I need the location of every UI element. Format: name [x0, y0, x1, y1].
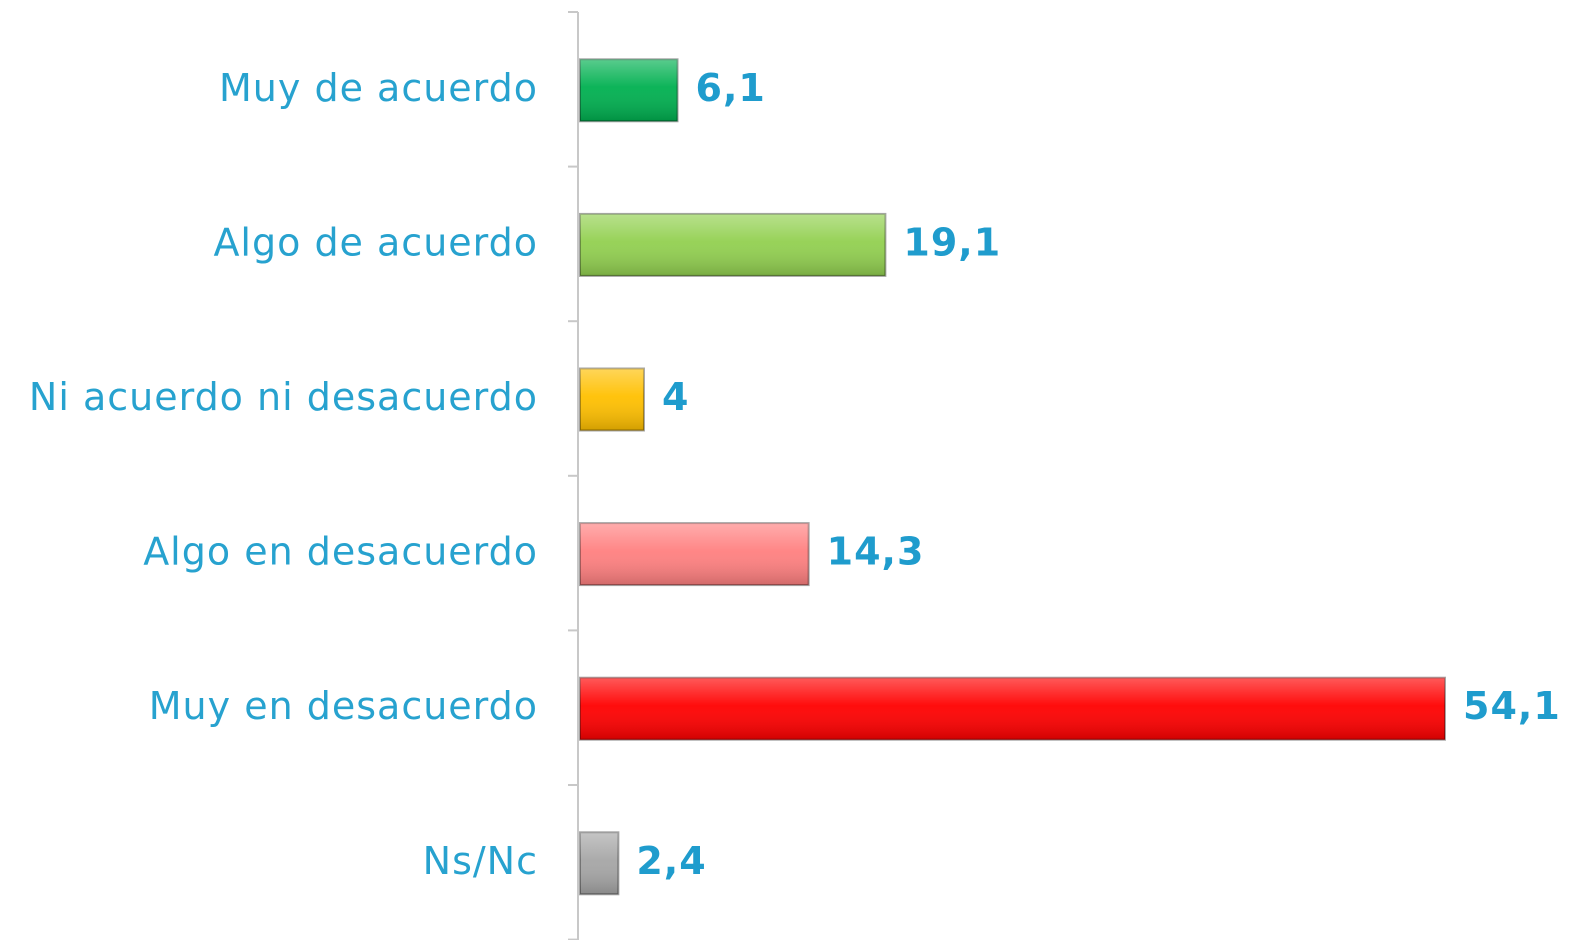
bar-shine [580, 677, 1445, 740]
category-label: Muy de acuerdo [219, 66, 538, 110]
value-label: 6,1 [696, 66, 766, 110]
value-label: 19,1 [903, 220, 1001, 264]
value-label: 2,4 [636, 839, 706, 883]
value-label: 4 [662, 375, 689, 419]
bar-shine [580, 213, 886, 276]
value-label: 14,3 [827, 530, 925, 574]
category-label: Ns/Nc [423, 839, 538, 883]
bar-shine [580, 59, 678, 122]
category-label: Muy en desacuerdo [149, 684, 538, 728]
category-label: Algo en desacuerdo [143, 530, 538, 574]
bar-shine [580, 832, 619, 895]
value-label: 54,1 [1463, 684, 1561, 728]
bar-shine [580, 523, 809, 586]
category-label: Ni acuerdo ni desacuerdo [29, 375, 538, 419]
category-label: Algo de acuerdo [213, 220, 538, 264]
bar-shine [580, 368, 644, 431]
